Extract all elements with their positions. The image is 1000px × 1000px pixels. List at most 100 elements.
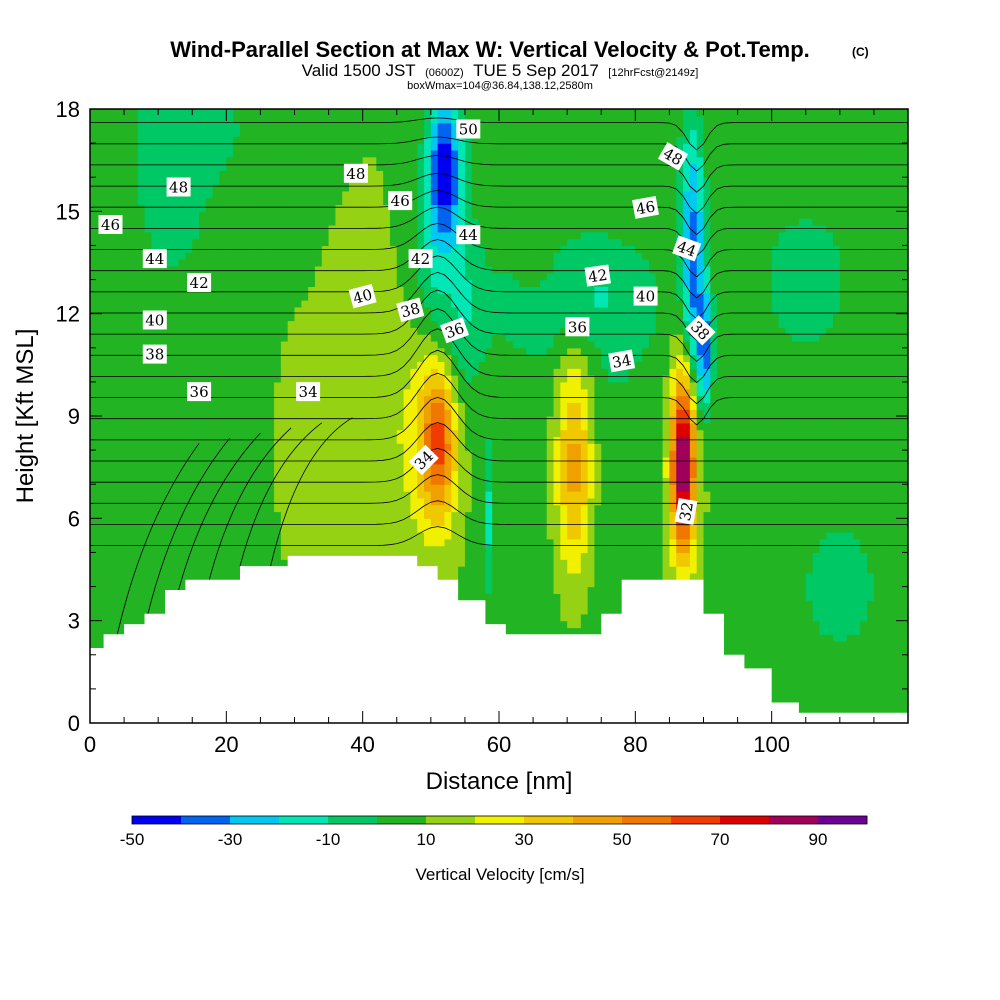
- velocity-cell: [233, 572, 241, 581]
- velocity-cell: [505, 572, 514, 581]
- velocity-cell: [887, 443, 895, 451]
- velocity-cell: [164, 463, 173, 472]
- velocity-cell: [130, 484, 139, 492]
- velocity-cell: [308, 511, 316, 519]
- velocity-cell: [873, 511, 882, 519]
- velocity-cell: [860, 497, 868, 506]
- velocity-cell: [751, 518, 759, 526]
- velocity-cell: [519, 531, 527, 540]
- velocity-cell: [573, 463, 582, 472]
- velocity-cell: [158, 538, 166, 547]
- velocity-cell: [839, 545, 848, 554]
- velocity-cell: [880, 634, 889, 642]
- velocity-cell: [737, 538, 745, 547]
- velocity-cell: [124, 518, 132, 526]
- velocity-cell: [546, 525, 555, 533]
- velocity-cell: [280, 531, 289, 540]
- velocity-cell: [355, 477, 364, 485]
- velocity-cell: [151, 559, 159, 567]
- velocity-cell: [744, 613, 752, 622]
- velocity-cell: [96, 613, 105, 622]
- velocity-cell: [151, 552, 159, 560]
- velocity-cell: [771, 654, 780, 663]
- velocity-cell: [369, 511, 377, 519]
- velocity-cell: [526, 600, 534, 608]
- velocity-cell: [144, 443, 152, 451]
- velocity-cell: [458, 511, 466, 519]
- velocity-cell: [826, 634, 834, 642]
- velocity-cell: [608, 463, 616, 472]
- velocity-cell: [110, 484, 118, 492]
- velocity-cell: [539, 600, 548, 608]
- velocity-cell: [867, 566, 875, 574]
- velocity-cell: [110, 593, 118, 601]
- velocity-cell: [526, 518, 534, 526]
- velocity-cell: [287, 497, 296, 506]
- velocity-cell: [294, 538, 302, 547]
- velocity-cell: [519, 463, 527, 472]
- velocity-cell: [601, 518, 609, 526]
- velocity-cell: [478, 572, 486, 581]
- velocity-cell: [294, 470, 302, 478]
- velocity-cell: [362, 545, 371, 554]
- velocity-cell: [873, 613, 882, 622]
- velocity-cell: [280, 552, 289, 560]
- velocity-cell: [553, 491, 561, 499]
- velocity-cell: [853, 586, 861, 594]
- velocity-cell: [710, 504, 718, 513]
- velocity-cell: [812, 545, 820, 554]
- velocity-cell: [812, 695, 820, 704]
- velocity-cell: [846, 661, 855, 670]
- velocity-cell: [335, 470, 343, 478]
- velocity-cell: [485, 436, 493, 444]
- velocity-cell: [819, 511, 827, 519]
- velocity-cell: [703, 593, 711, 601]
- velocity-cell: [96, 484, 105, 492]
- velocity-cell: [171, 484, 180, 492]
- velocity-cell: [533, 572, 541, 581]
- velocity-cell: [635, 484, 643, 492]
- velocity-cell: [96, 538, 105, 547]
- velocity-cell: [621, 491, 630, 499]
- velocity-cell: [839, 654, 848, 663]
- velocity-cell: [798, 538, 807, 547]
- velocity-cell: [328, 538, 336, 547]
- velocity-cell: [683, 566, 691, 574]
- velocity-cell: [321, 450, 330, 458]
- velocity-cell: [730, 491, 739, 499]
- velocity-cell: [505, 504, 514, 513]
- velocity-cell: [601, 607, 609, 615]
- velocity-cell: [614, 531, 623, 540]
- velocity-cell: [144, 504, 152, 513]
- velocity-cell: [839, 675, 848, 683]
- velocity-cell: [669, 511, 677, 519]
- velocity-cell: [853, 647, 861, 656]
- velocity-cell: [164, 538, 173, 547]
- velocity-cell: [826, 600, 834, 608]
- velocity-cell: [274, 497, 282, 506]
- velocity-cell: [573, 484, 582, 492]
- velocity-cell: [117, 531, 125, 540]
- velocity-cell: [396, 463, 405, 472]
- velocity-cell: [274, 484, 282, 492]
- velocity-cell: [805, 661, 814, 670]
- velocity-cell: [744, 552, 752, 560]
- velocity-cell: [526, 470, 534, 478]
- velocity-cell: [683, 559, 691, 567]
- velocity-cell: [723, 531, 732, 540]
- velocity-cell: [867, 504, 875, 513]
- velocity-cell: [526, 477, 534, 485]
- velocity-cell: [519, 525, 527, 533]
- velocity-cell: [96, 504, 105, 513]
- velocity-cell: [410, 531, 418, 540]
- velocity-cell: [744, 443, 752, 451]
- velocity-cell: [655, 504, 664, 513]
- velocity-cell: [383, 504, 391, 513]
- velocity-cell: [805, 688, 814, 697]
- velocity-cell: [396, 531, 405, 540]
- velocity-cell: [696, 491, 705, 499]
- velocity-cell: [819, 586, 827, 594]
- velocity-cell: [901, 702, 908, 710]
- velocity-cell: [812, 688, 820, 697]
- velocity-cell: [403, 470, 411, 478]
